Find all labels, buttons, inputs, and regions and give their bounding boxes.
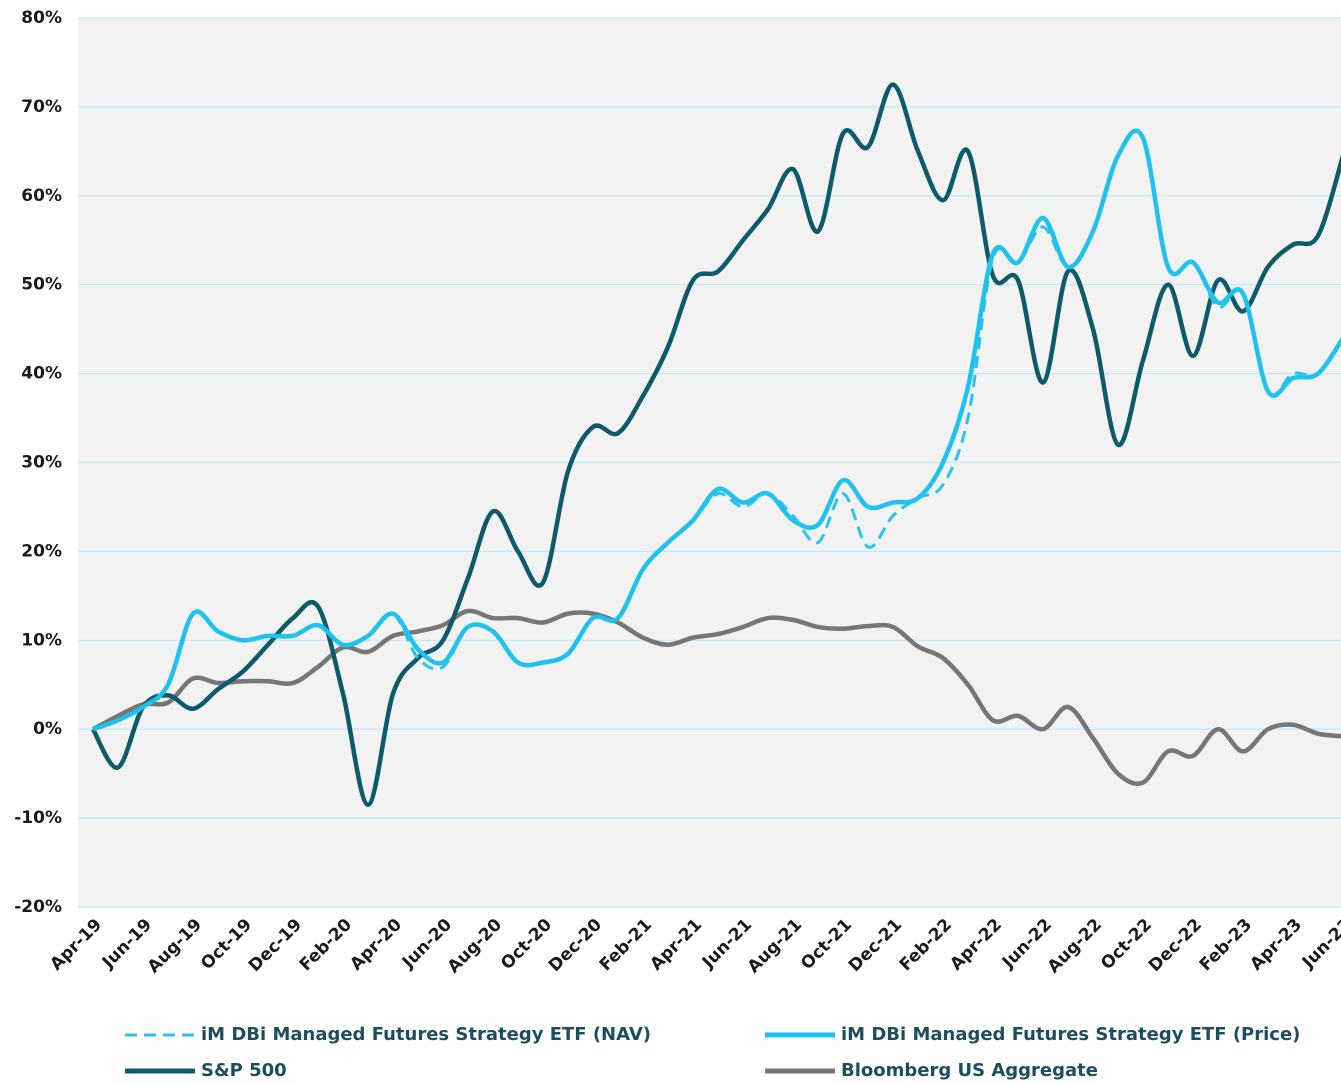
legend-label: iM DBi Managed Futures Strategy ETF (NAV… [201, 1024, 651, 1045]
series-line [91, 608, 1341, 786]
x-tick-label: Aug-20 [444, 915, 506, 977]
legend-label: Bloomberg US Aggregate [841, 1060, 1098, 1081]
x-tick-label: Jun-23 [1298, 915, 1341, 973]
y-tick-label: 10% [21, 630, 62, 650]
y-tick-label: 20% [21, 541, 62, 561]
y-tick-label: 60% [21, 186, 62, 206]
y-tick-label: 30% [21, 453, 62, 473]
x-tick-label: Apr-22 [946, 915, 1006, 975]
x-tick-label: Dec-22 [1145, 915, 1206, 976]
series-line [91, 82, 1341, 808]
x-tick-label: Feb-23 [1196, 915, 1256, 975]
legend-label: S&P 500 [201, 1060, 287, 1081]
x-tick-label: Aug-21 [744, 915, 806, 977]
x-tick-label: Apr-23 [1246, 915, 1306, 975]
y-tick-label: 50% [21, 275, 62, 295]
y-tick-label: -20% [14, 897, 62, 917]
x-tick-label: Feb-20 [296, 915, 356, 975]
y-tick-label: 70% [21, 97, 62, 117]
x-tick-label: Dec-21 [845, 915, 906, 976]
x-tick-label: Aug-19 [144, 915, 206, 977]
y-tick-label: -10% [14, 808, 62, 828]
series-line [92, 128, 1341, 732]
x-tick-label: Apr-20 [346, 915, 406, 975]
x-tick-label: Dec-19 [245, 915, 306, 976]
y-tick-label: 0% [33, 719, 62, 739]
x-tick-label: Aug-22 [1044, 915, 1106, 977]
x-tick-label: Feb-21 [596, 915, 656, 975]
y-tick-label: 80% [21, 8, 62, 28]
y-tick-label: 40% [21, 364, 62, 384]
x-tick-label: Dec-20 [545, 915, 606, 976]
x-tick-label: Apr-19 [46, 915, 106, 975]
legend-label: iM DBi Managed Futures Strategy ETF (Pri… [841, 1024, 1300, 1045]
x-tick-label: Feb-22 [896, 915, 956, 975]
x-tick-label: Apr-21 [646, 915, 706, 975]
